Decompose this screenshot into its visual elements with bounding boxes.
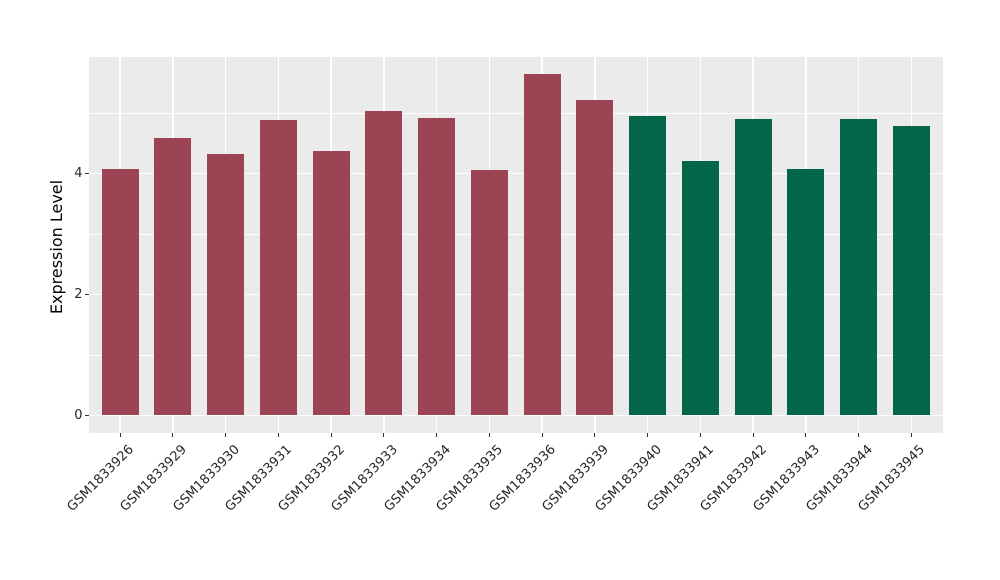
x-tick-label: GSM1833941 (644, 442, 718, 515)
y-tick-mark (85, 173, 89, 174)
x-tick-label: GSM1833935 (433, 442, 507, 515)
x-tick-label: GSM1833936 (486, 442, 560, 515)
minor-gridline (88, 354, 943, 356)
x-tick-mark (805, 433, 807, 437)
bar (418, 118, 456, 416)
bar (312, 150, 350, 416)
bar (629, 116, 667, 416)
x-tick-mark (752, 433, 754, 437)
bar (840, 119, 878, 416)
x-tick-mark (330, 433, 332, 437)
x-tick-label: GSM1833929 (117, 442, 190, 515)
x-tick-mark (647, 433, 649, 437)
x-tick-label: GSM1833926 (64, 442, 138, 515)
x-tick-label: GSM1833943 (750, 442, 823, 515)
bar (734, 119, 772, 416)
x-tick-mark (910, 433, 912, 437)
bar (101, 168, 139, 416)
major-gridline (88, 172, 943, 175)
y-tick-mark (85, 294, 89, 295)
x-tick-mark (488, 433, 490, 437)
x-tick-mark (699, 433, 701, 437)
y-tick-label: 0 (74, 407, 83, 423)
y-tick-label: 2 (74, 286, 83, 302)
minor-gridline (88, 233, 943, 235)
x-tick-label: GSM1833934 (381, 442, 454, 515)
bar (365, 111, 403, 416)
x-tick-label: GSM1833939 (539, 442, 612, 515)
x-tick-mark (277, 433, 279, 437)
x-tick-mark (383, 433, 385, 437)
minor-gridline (88, 112, 943, 114)
plot-panel (88, 57, 943, 433)
major-gridline (88, 414, 943, 417)
x-tick-mark (436, 433, 438, 437)
bar (681, 161, 719, 416)
x-tick-label: GSM1833940 (592, 442, 665, 515)
bar (259, 119, 297, 416)
bar (523, 74, 561, 416)
bar (207, 153, 245, 416)
y-tick-label: 4 (74, 165, 83, 181)
x-tick-mark (541, 433, 543, 437)
x-tick-mark (119, 433, 121, 437)
x-tick-label: GSM1833931 (222, 442, 296, 515)
x-tick-mark (172, 433, 174, 437)
y-axis-title: Expression Level (47, 179, 66, 315)
x-tick-label: GSM1833945 (855, 442, 929, 515)
y-tick-mark (85, 415, 89, 416)
bar (154, 137, 192, 416)
bar (787, 169, 825, 416)
x-tick-mark (225, 433, 227, 437)
x-tick-label: GSM1833944 (803, 442, 876, 515)
x-tick-label: GSM1833933 (328, 442, 401, 515)
bar (576, 99, 614, 416)
bar (470, 170, 508, 416)
x-tick-label: GSM1833930 (170, 442, 243, 515)
x-tick-label: GSM1833942 (697, 442, 771, 515)
bar (892, 126, 930, 416)
x-tick-mark (594, 433, 596, 437)
x-tick-mark (858, 433, 860, 437)
x-tick-label: GSM1833932 (275, 442, 349, 515)
major-gridline (88, 293, 943, 296)
